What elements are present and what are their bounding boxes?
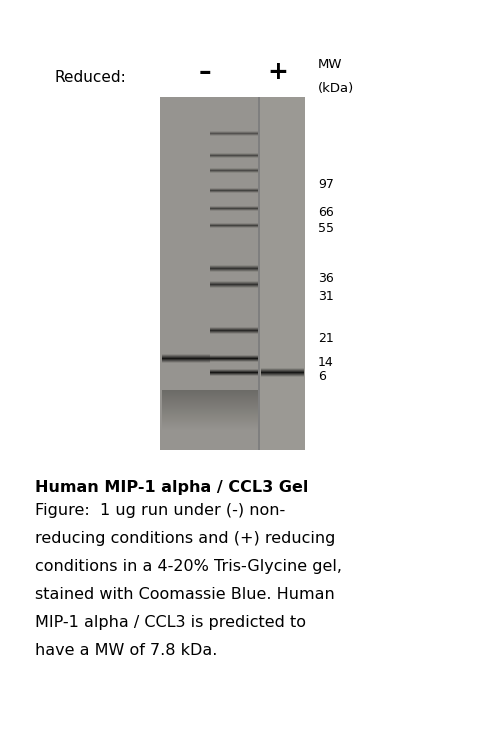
Text: (kDa): (kDa) bbox=[318, 82, 354, 95]
Text: 14: 14 bbox=[318, 356, 334, 370]
Text: Human MIP-1 alpha / CCL3 Gel: Human MIP-1 alpha / CCL3 Gel bbox=[35, 480, 308, 495]
Text: 55: 55 bbox=[318, 222, 334, 234]
Text: 36: 36 bbox=[318, 272, 334, 284]
Text: have a MW of 7.8 kDa.: have a MW of 7.8 kDa. bbox=[35, 643, 217, 658]
Text: stained with Coomassie Blue. Human: stained with Coomassie Blue. Human bbox=[35, 587, 335, 602]
Text: +: + bbox=[267, 60, 288, 84]
Text: 97: 97 bbox=[318, 179, 334, 191]
Text: conditions in a 4-20% Tris-Glycine gel,: conditions in a 4-20% Tris-Glycine gel, bbox=[35, 559, 342, 574]
Text: 21: 21 bbox=[318, 332, 334, 344]
Text: 6: 6 bbox=[318, 370, 326, 382]
Text: Figure:  1 ug run under (-) non-: Figure: 1 ug run under (-) non- bbox=[35, 503, 285, 518]
Text: –: – bbox=[199, 60, 211, 84]
Text: reducing conditions and (+) reducing: reducing conditions and (+) reducing bbox=[35, 531, 335, 546]
Text: MIP-1 alpha / CCL3 is predicted to: MIP-1 alpha / CCL3 is predicted to bbox=[35, 615, 306, 630]
Text: Reduced:: Reduced: bbox=[55, 69, 127, 85]
Text: 31: 31 bbox=[318, 289, 334, 303]
Text: MW: MW bbox=[318, 59, 343, 71]
Text: 66: 66 bbox=[318, 207, 334, 219]
